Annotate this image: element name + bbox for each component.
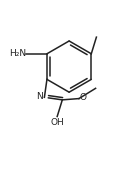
- Text: H₂N: H₂N: [9, 49, 26, 58]
- Text: O: O: [80, 93, 87, 102]
- Text: N: N: [36, 92, 42, 101]
- Text: OH: OH: [50, 118, 64, 127]
